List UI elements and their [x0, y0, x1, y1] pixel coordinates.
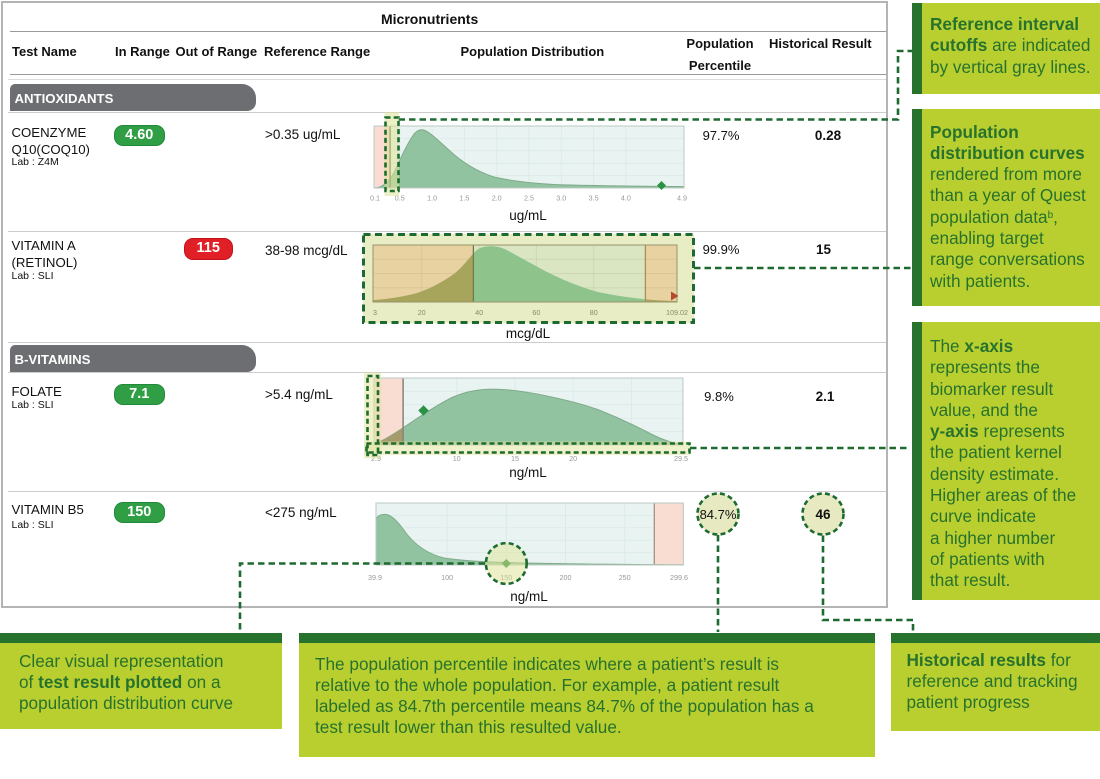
- svg-text:0.1: 0.1: [370, 194, 380, 203]
- svg-text:3.0: 3.0: [556, 194, 566, 203]
- svg-text:2.0: 2.0: [492, 194, 502, 203]
- svg-text:1.5: 1.5: [459, 194, 469, 203]
- svg-text:15: 15: [511, 454, 519, 463]
- svg-text:10: 10: [453, 454, 461, 463]
- svg-text:4.9: 4.9: [677, 194, 687, 203]
- svg-text:40: 40: [475, 308, 483, 317]
- svg-text:20: 20: [418, 308, 426, 317]
- svg-text:100: 100: [441, 573, 453, 582]
- svg-text:1.0: 1.0: [427, 194, 437, 203]
- svg-text:150: 150: [500, 573, 512, 582]
- svg-text:3.5: 3.5: [589, 194, 599, 203]
- svg-text:20: 20: [569, 454, 577, 463]
- svg-text:250: 250: [619, 573, 631, 582]
- svg-text:109.02: 109.02: [666, 308, 688, 317]
- svg-text:80: 80: [590, 308, 598, 317]
- svg-text:60: 60: [532, 308, 540, 317]
- svg-text:0.5: 0.5: [395, 194, 405, 203]
- svg-text:200: 200: [560, 573, 572, 582]
- svg-text:4.0: 4.0: [621, 194, 631, 203]
- svg-text:29.5: 29.5: [674, 454, 688, 463]
- svg-text:2.5: 2.5: [524, 194, 534, 203]
- svg-text:3: 3: [373, 308, 377, 317]
- svg-text:299.6: 299.6: [670, 573, 688, 582]
- svg-text:2.9: 2.9: [371, 454, 381, 463]
- svg-text:39.9: 39.9: [368, 573, 382, 582]
